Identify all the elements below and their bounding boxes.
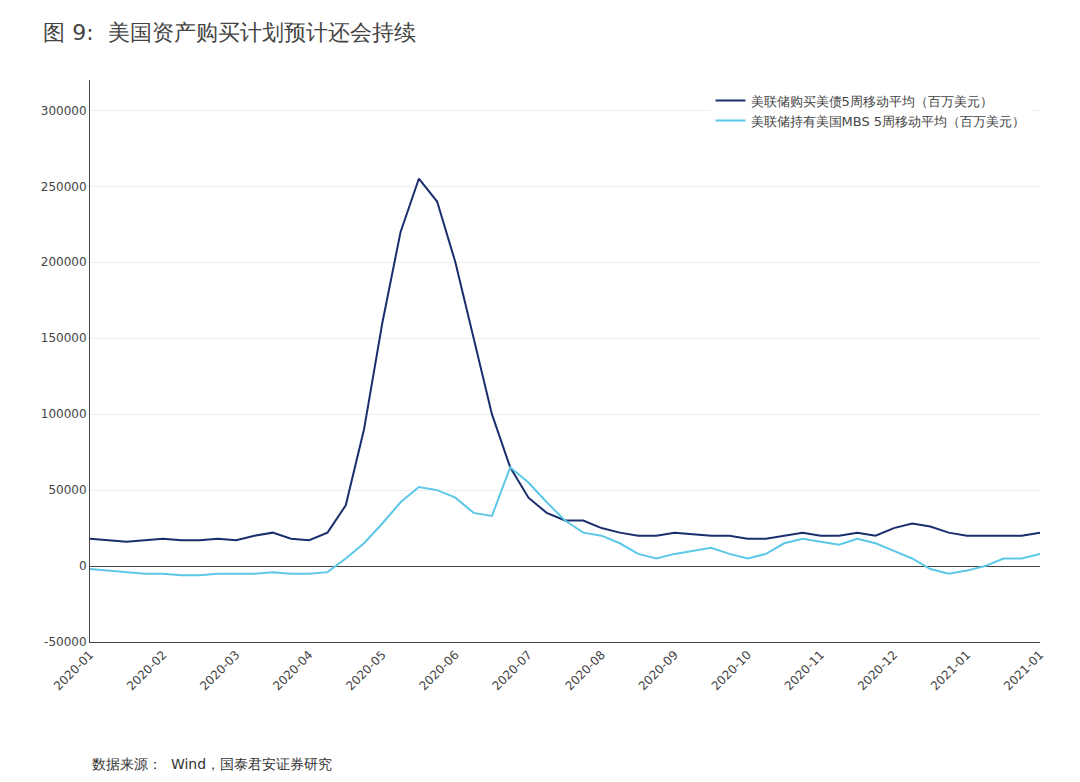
svg-text:2020-06: 2020-06 bbox=[416, 648, 461, 693]
svg-text:250000: 250000 bbox=[41, 180, 87, 194]
svg-text:2020-05: 2020-05 bbox=[343, 648, 388, 693]
svg-text:2020-08: 2020-08 bbox=[563, 648, 608, 693]
svg-text:图 9: 美国资产购买计划预计还会持续: 图 9: 美国资产购买计划预计还会持续 bbox=[43, 20, 415, 45]
svg-text:2020-12: 2020-12 bbox=[855, 648, 900, 693]
svg-text:2020-07: 2020-07 bbox=[489, 648, 534, 693]
svg-text:2020-02: 2020-02 bbox=[124, 648, 169, 693]
svg-text:2021-01: 2021-01 bbox=[1001, 648, 1046, 693]
svg-text:2020-09: 2020-09 bbox=[636, 648, 681, 693]
svg-text:2020-10: 2020-10 bbox=[709, 648, 754, 693]
svg-text:100000: 100000 bbox=[41, 407, 87, 421]
svg-text:美联储持有美国MBS 5周移动平均（百万美元）: 美联储持有美国MBS 5周移动平均（百万美元） bbox=[751, 114, 1026, 129]
svg-text:2020-11: 2020-11 bbox=[782, 648, 827, 693]
svg-text:2020-01: 2020-01 bbox=[51, 648, 96, 693]
svg-text:-50000: -50000 bbox=[44, 635, 87, 649]
svg-text:2020-04: 2020-04 bbox=[270, 648, 315, 693]
svg-text:2021-01: 2021-01 bbox=[928, 648, 973, 693]
svg-text:2020-03: 2020-03 bbox=[197, 648, 242, 693]
svg-text:美联储购买美债5周移动平均（百万美元）: 美联储购买美债5周移动平均（百万美元） bbox=[751, 94, 993, 109]
svg-text:50000: 50000 bbox=[48, 483, 86, 497]
svg-text:150000: 150000 bbox=[41, 331, 87, 345]
svg-text:300000: 300000 bbox=[41, 104, 87, 118]
svg-text:200000: 200000 bbox=[41, 255, 87, 269]
svg-text:数据来源： Wind，国泰君安证券研究: 数据来源： Wind，国泰君安证券研究 bbox=[92, 756, 332, 772]
svg-text:0: 0 bbox=[79, 559, 87, 573]
